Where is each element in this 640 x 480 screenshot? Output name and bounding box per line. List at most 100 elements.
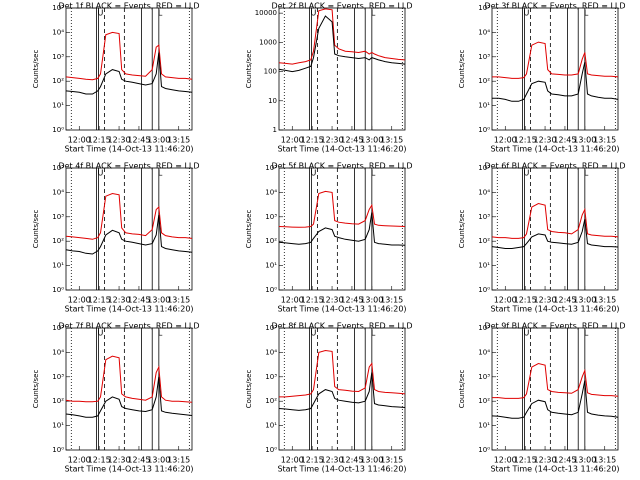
series-line [65, 31, 193, 81]
y-tick-label: 10⁴ [265, 348, 277, 356]
x-tick-label: 12:45 [340, 456, 363, 465]
x-axis-label: Start Time (14-Oct-13 11:46:20) [490, 465, 619, 474]
x-tick-label: 12:30 [321, 136, 344, 145]
y-tick-label: 1 [273, 126, 277, 134]
y-tick-label: 10⁰ [52, 446, 64, 454]
x-tick-label: 12:15 [514, 296, 537, 305]
x-tick-label: 13:15 [167, 136, 190, 145]
x-tick-label: 13:00 [360, 136, 383, 145]
x-tick-label: 13:15 [593, 296, 616, 305]
y-tick-label: 10³ [52, 373, 64, 381]
y-axis-label: Counts/sec [245, 50, 253, 89]
series-line [278, 8, 406, 65]
y-axis-label: Counts/sec [245, 210, 253, 249]
y-tick-label: 10⁰ [52, 126, 64, 134]
chart-title: Det 9f BLACK = Events, RED = LLD [484, 322, 625, 331]
x-tick-label: 12:30 [534, 296, 557, 305]
annotation: L [158, 329, 163, 338]
x-tick-label: 12:15 [301, 136, 324, 145]
panel: Det 7f BLACK = Events, RED = LLD 10⁰ 10¹ 10… [32, 322, 200, 474]
y-axis-label: Counts/sec [458, 210, 466, 249]
series-line [65, 376, 193, 418]
x-tick-label: 12:45 [340, 136, 363, 145]
y-tick-label: 10² [478, 237, 490, 245]
x-tick-label: 12:00 [68, 136, 91, 145]
annotation: L [584, 329, 589, 338]
y-tick-label: 10³ [478, 53, 490, 61]
y-tick-label: 10⁵ [52, 324, 64, 332]
y-tick-label: 10² [265, 397, 277, 405]
annotation: U [524, 169, 530, 178]
x-tick-label: 13:15 [380, 456, 403, 465]
y-tick-label: 10¹ [265, 262, 277, 270]
y-tick-label: 10⁰ [265, 286, 277, 294]
y-tick-label: 10 [268, 97, 277, 105]
y-tick-label: 10¹ [478, 262, 490, 270]
plot-frame [491, 7, 619, 131]
y-axis-label: Counts/sec [458, 50, 466, 89]
panel: Det 2f BLACK = Events, RED = LLD 1 10 100 10… [245, 2, 413, 154]
y-tick-label: 10⁰ [52, 286, 64, 294]
series-line [279, 349, 406, 398]
y-tick-label: 10000 [255, 9, 277, 17]
x-tick-label: 13:15 [380, 136, 403, 145]
x-tick-label: 12:00 [68, 296, 91, 305]
x-tick-label: 13:15 [593, 456, 616, 465]
panel: Det 5f BLACK = Events, RED = LLD 10⁰ 10¹ 10… [245, 162, 413, 314]
y-tick-label: 10⁴ [478, 188, 490, 196]
series-line [278, 15, 406, 73]
y-tick-label: 10¹ [52, 102, 64, 110]
annotation: U [311, 9, 317, 18]
annotation: L [371, 329, 376, 338]
y-axis-label: Counts/sec [32, 370, 40, 409]
series-line [278, 190, 406, 228]
x-tick-label: 13:15 [167, 456, 190, 465]
y-tick-label: 10² [52, 237, 64, 245]
x-tick-label: 12:15 [88, 456, 111, 465]
y-tick-label: 10² [265, 237, 277, 245]
panel: Det 9f BLACK = Events, RED = LLD 10⁰ 10¹ 10… [458, 322, 626, 474]
series-line [65, 52, 193, 95]
y-tick-label: 10² [478, 397, 490, 405]
y-axis-label: Counts/sec [32, 50, 40, 89]
annotation: U [311, 169, 317, 178]
x-tick-label: 12:00 [494, 456, 517, 465]
y-tick-label: 10¹ [265, 422, 277, 430]
y-tick-label: 10⁰ [478, 286, 490, 294]
x-tick-label: 12:15 [88, 296, 111, 305]
y-tick-label: 10⁵ [52, 164, 64, 172]
y-tick-label: 10³ [52, 53, 64, 61]
y-tick-label: 10³ [265, 373, 277, 381]
x-tick-label: 12:45 [553, 136, 576, 145]
panel: Det 8f BLACK = Events, RED = LLD 10⁰ 10¹ 10… [245, 322, 413, 474]
series-line [492, 62, 619, 102]
y-tick-label: 10⁴ [478, 28, 490, 36]
x-axis-label: Start Time (14-Oct-13 11:46:20) [64, 305, 193, 314]
annotation: L [371, 9, 376, 18]
panel: Det 4f BLACK = Events, RED = LLD 10⁰ 10¹ 10… [32, 162, 200, 314]
x-tick-label: 13:00 [573, 296, 596, 305]
chart-title: Det 8f BLACK = Events, RED = LLD [271, 322, 412, 331]
series-line [65, 192, 193, 240]
annotation: U [98, 9, 104, 18]
x-axis-label: Start Time (14-Oct-13 11:46:20) [490, 305, 619, 314]
y-tick-label: 10⁵ [265, 324, 277, 332]
y-tick-label: 10³ [52, 213, 64, 221]
annotation: U [524, 9, 530, 18]
series-line [492, 41, 619, 79]
y-tick-label: 10¹ [52, 422, 64, 430]
x-tick-label: 13:00 [147, 456, 170, 465]
plot-frame [491, 167, 619, 291]
x-tick-label: 12:15 [301, 456, 324, 465]
series-line [278, 212, 406, 246]
panel: Det 3f BLACK = Events, RED = LLD 10⁰ 10¹ 10… [458, 2, 626, 154]
y-tick-label: 10⁴ [52, 28, 64, 36]
x-axis-label: Start Time (14-Oct-13 11:46:20) [64, 145, 193, 154]
x-tick-label: 12:30 [534, 456, 557, 465]
x-tick-label: 13:00 [573, 456, 596, 465]
x-axis-label: Start Time (14-Oct-13 11:46:20) [64, 465, 193, 474]
x-tick-label: 13:00 [360, 296, 383, 305]
annotation: L [584, 9, 589, 18]
y-tick-label: 100 [264, 68, 277, 76]
series-line [491, 219, 619, 249]
